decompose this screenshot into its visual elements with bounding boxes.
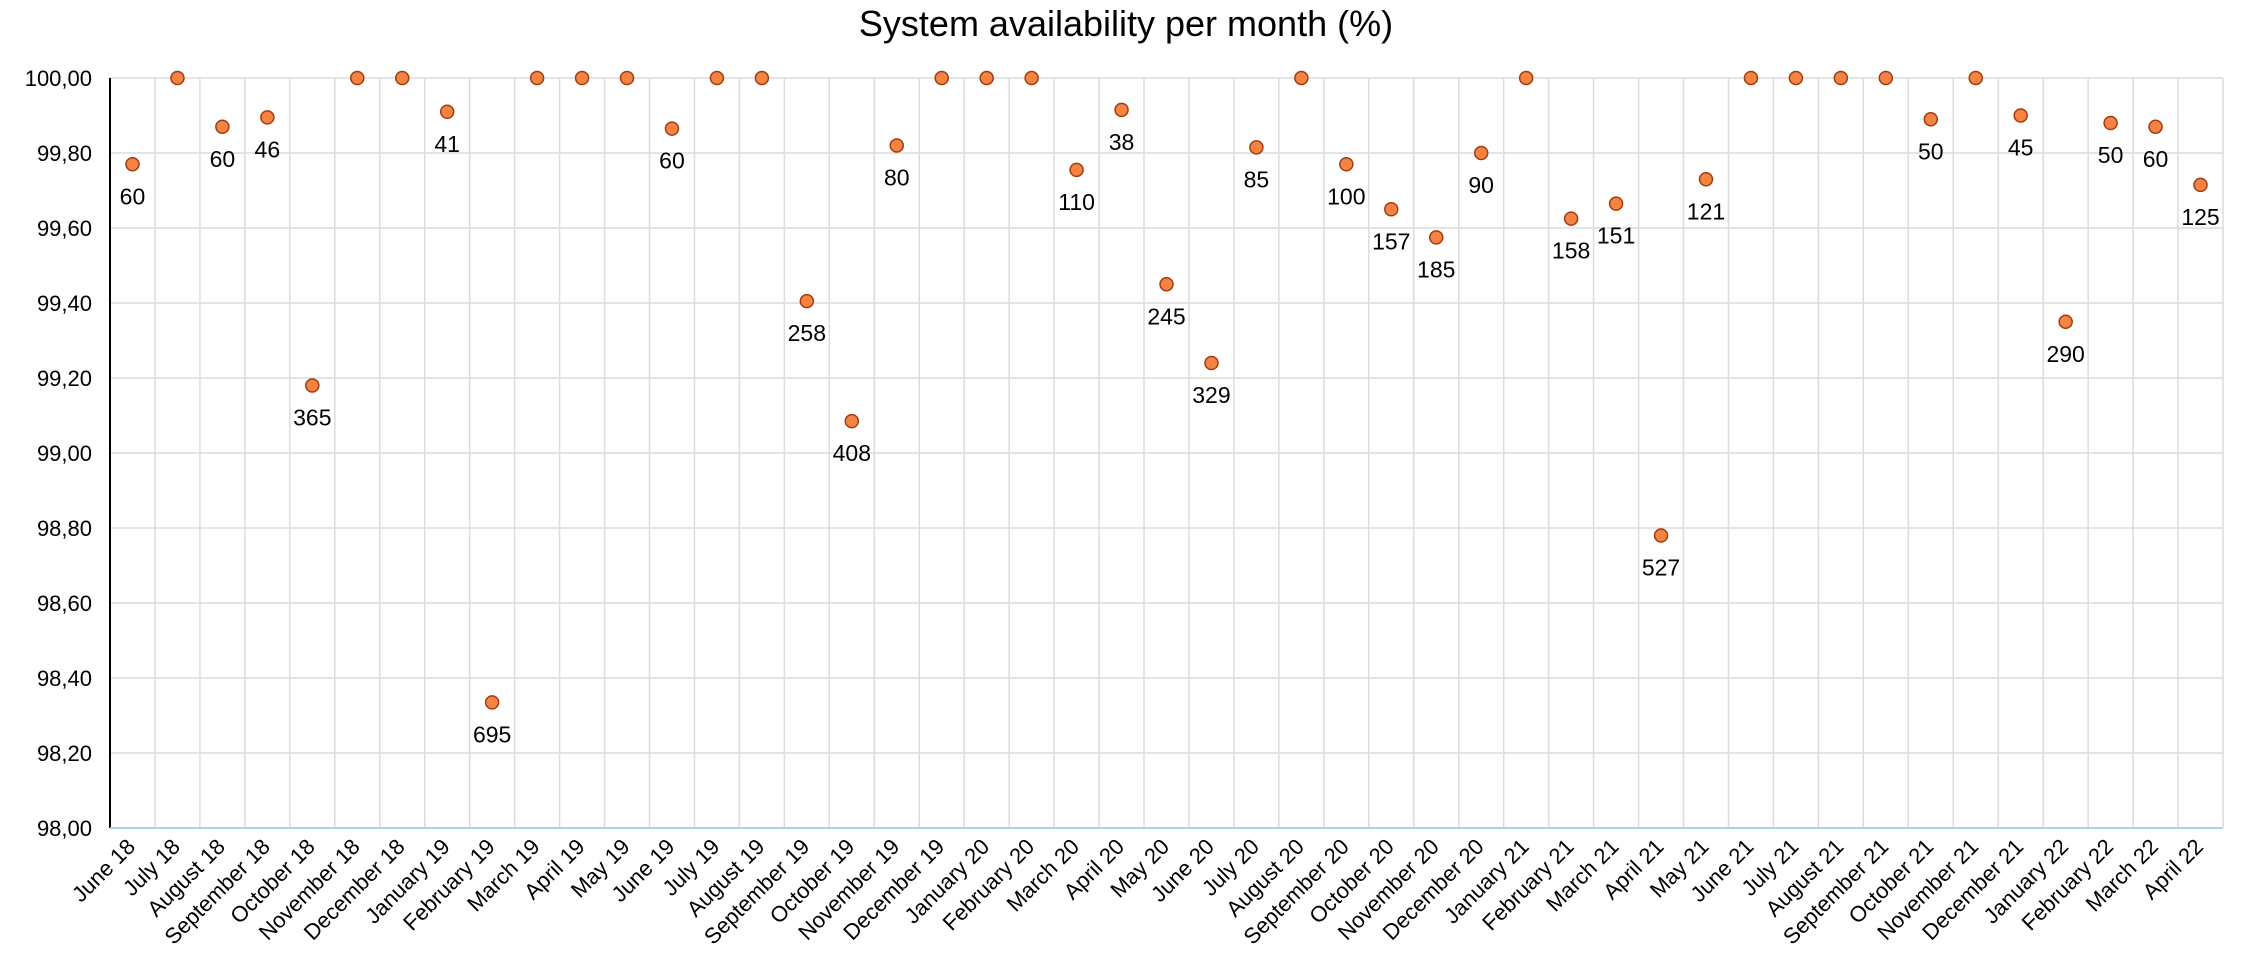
- data-label: 50: [1918, 138, 1944, 164]
- data-point: [2013, 108, 2028, 123]
- data-label: 527: [1642, 555, 1680, 581]
- data-point: [1743, 70, 1759, 86]
- data-label: 50: [2098, 142, 2124, 168]
- data-point: [1788, 70, 1804, 86]
- data-point: [1384, 202, 1399, 217]
- data-point: [1563, 211, 1579, 226]
- data-point: [1294, 70, 1309, 86]
- data-point: [1653, 528, 1669, 543]
- data-point: [1114, 102, 1129, 118]
- data-point: [125, 157, 140, 172]
- data-label: 151: [1597, 223, 1635, 249]
- y-tick-label: 99,00: [37, 441, 92, 466]
- data-label: 185: [1417, 256, 1455, 282]
- data-point: [1968, 70, 1983, 86]
- data-point: [1833, 70, 1849, 86]
- data-label: 60: [659, 148, 685, 174]
- data-point: [1339, 157, 1354, 172]
- data-point: [754, 70, 770, 86]
- data-point: [394, 70, 410, 86]
- data-point: [1518, 70, 1534, 86]
- data-point: [1249, 140, 1264, 155]
- data-point: [215, 119, 230, 134]
- data-point: [2193, 177, 2208, 193]
- y-tick-label: 98,00: [37, 816, 92, 841]
- data-point: [484, 695, 500, 710]
- data-point: [574, 70, 590, 86]
- data-point: [529, 70, 545, 86]
- data-point: [2148, 119, 2163, 134]
- data-point: [1159, 277, 1174, 292]
- data-point: [1698, 172, 1714, 187]
- data-label: 329: [1192, 382, 1230, 408]
- data-label: 121: [1687, 198, 1725, 224]
- data-label: 60: [210, 146, 236, 172]
- data-label: 258: [788, 320, 826, 346]
- data-label: 45: [2008, 135, 2034, 161]
- x-tick-label: June 18: [67, 834, 140, 907]
- y-tick-label: 99,60: [37, 216, 92, 241]
- data-point: [1473, 145, 1489, 161]
- data-point: [1204, 355, 1219, 371]
- y-tick-label: 98,80: [37, 516, 92, 541]
- data-point: [709, 70, 725, 86]
- data-point: [2058, 314, 2073, 329]
- data-label: 695: [473, 721, 511, 747]
- data-point: [350, 70, 365, 86]
- y-tick-label: 100,00: [25, 66, 92, 91]
- data-point: [979, 70, 994, 86]
- y-tick-label: 98,60: [37, 591, 92, 616]
- data-label: 110: [1058, 189, 1095, 215]
- data-point: [664, 121, 680, 136]
- data-label: 158: [1552, 238, 1590, 264]
- data-point: [1069, 162, 1084, 178]
- data-point: [1608, 196, 1624, 211]
- data-label: 46: [255, 136, 281, 162]
- data-label: 80: [884, 165, 910, 191]
- data-label: 365: [293, 405, 331, 431]
- y-tick-label: 98,40: [37, 666, 92, 691]
- data-point: [934, 70, 949, 86]
- data-label: 41: [434, 131, 460, 157]
- data-label: 408: [833, 440, 871, 466]
- data-point: [2103, 115, 2118, 131]
- data-point: [619, 70, 635, 86]
- data-label: 90: [1468, 172, 1494, 198]
- data-point: [1428, 230, 1444, 245]
- data-point: [799, 293, 815, 309]
- data-label: 38: [1109, 129, 1135, 155]
- data-point: [439, 104, 455, 119]
- data-label: 245: [1147, 303, 1185, 329]
- data-point: [260, 110, 275, 125]
- data-point: [170, 70, 185, 86]
- data-label: 125: [2181, 204, 2219, 230]
- data-point: [305, 378, 320, 393]
- data-label: 85: [1244, 166, 1270, 192]
- data-label: 60: [2143, 146, 2169, 172]
- data-label: 290: [2046, 341, 2084, 367]
- data-label: 60: [120, 183, 146, 209]
- y-tick-label: 99,40: [37, 291, 92, 316]
- data-point: [1878, 70, 1894, 86]
- data-label: 100: [1327, 183, 1365, 209]
- chart-title: System availability per month (%): [859, 3, 1393, 44]
- y-tick-label: 99,80: [37, 141, 92, 166]
- data-point: [889, 138, 905, 153]
- y-tick-label: 98,20: [37, 741, 92, 766]
- data-point: [1024, 70, 1039, 86]
- y-tick-label: 99,20: [37, 366, 92, 391]
- data-label: 157: [1372, 228, 1410, 254]
- data-point: [1923, 112, 1939, 127]
- data-point: [844, 413, 860, 429]
